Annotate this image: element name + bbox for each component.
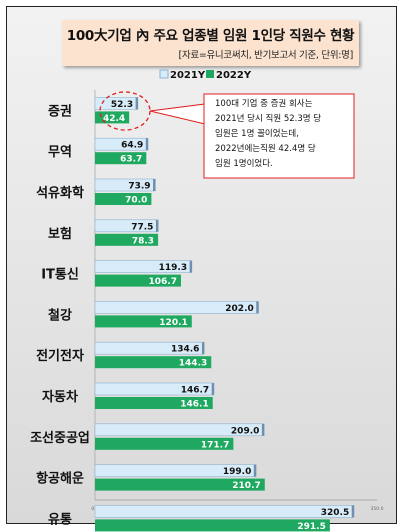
bar-2022	[95, 274, 181, 287]
bar-2021	[94, 505, 354, 518]
data-label-2021: 119.3	[159, 263, 187, 273]
bar-2021-end	[351, 505, 355, 518]
category-label: 보험	[48, 226, 72, 242]
chart-frame	[6, 6, 397, 524]
bar-2021-end	[256, 301, 259, 314]
data-label-2022: 106.7	[149, 277, 177, 287]
data-label-2021: 320.5	[321, 508, 349, 518]
data-label-2022: 42.4	[103, 114, 125, 124]
bar-2021-end	[261, 423, 265, 436]
bar-2022	[95, 152, 147, 165]
data-label-2022: 144.3	[179, 359, 207, 369]
bar-2021-end	[189, 260, 193, 273]
title-box: 100大기업 內 주요 업종별 임원 1인당 직원수 현황 [자료=유니코써치,…	[62, 20, 359, 66]
bar-2022	[95, 478, 265, 491]
bar-2022	[95, 437, 234, 450]
data-label-2022: 171.7	[201, 440, 229, 450]
bar-2021-end	[155, 219, 159, 232]
data-label-2021: 64.9	[121, 141, 143, 151]
data-label-2021: 134.6	[171, 345, 199, 355]
callout-line: 2022년에는직원 42.4명 당	[215, 143, 316, 154]
data-label-2022: 146.1	[180, 400, 208, 410]
category-label: 유통	[48, 512, 72, 527]
legend-swatch-2021	[159, 69, 169, 79]
bar-2022	[95, 315, 192, 328]
data-label-2022: 120.1	[159, 318, 187, 328]
bar-2021-end	[145, 138, 149, 151]
chart-title: 100大기업 內 주요 업종별 임원 1인당 직원수 현황	[66, 28, 355, 44]
callout-pointer	[149, 103, 206, 125]
data-label-2021: 77.5	[131, 222, 153, 232]
legend-swatch-2022	[206, 70, 214, 78]
callout-line: 2021년 당시 직원 52.3명 당	[215, 113, 321, 124]
x-tick-label: 350.0	[371, 506, 384, 512]
data-label-2022: 78.3	[132, 236, 154, 246]
chart-subtitle: [자료=유니코써치, 반기보고서 기준, 단위:명]	[178, 50, 354, 61]
callout-joint	[205, 104, 207, 124]
category-label: 항공해운	[36, 471, 84, 487]
data-label-2022: 63.7	[120, 155, 142, 165]
data-label-2022: 210.7	[232, 481, 260, 491]
category-label: 석유화학	[36, 185, 84, 201]
category-label: 무역	[48, 144, 72, 160]
category-label: 철강	[48, 307, 72, 323]
category-label: 조선중공업	[30, 430, 90, 446]
legend-label-2022: 2022Y	[216, 70, 252, 81]
bar-2021-end	[253, 464, 257, 477]
data-label-2021: 146.7	[181, 386, 209, 396]
bar-2021-end	[211, 383, 215, 395]
bar-2022	[95, 519, 330, 532]
callout-line: 임원 1명이었다.	[215, 158, 273, 169]
data-label-2021: 199.0	[223, 467, 251, 477]
bar-2022	[95, 233, 159, 246]
data-label-2021: 73.9	[128, 182, 150, 192]
category-label: 증권	[48, 104, 72, 119]
bar-2021-end	[153, 179, 156, 191]
callout-box	[203, 93, 355, 179]
category-label: 자동차	[42, 389, 78, 405]
category-label: 전기전자	[36, 348, 84, 364]
category-label: IT통신	[41, 268, 79, 283]
callout-line: 100대 기업 중 증권 회사는	[215, 98, 313, 109]
legend-label-2021: 2021Y	[170, 70, 206, 81]
bar-2022	[95, 356, 212, 369]
data-label-2022: 291.5	[297, 522, 325, 532]
data-label-2021: 202.0	[225, 304, 253, 314]
data-label-2021: 209.0	[231, 426, 259, 436]
bar-2021-end	[201, 342, 205, 355]
bar-2022	[95, 397, 213, 409]
callout-line: 임원은 1명 꼴이었는데,	[215, 128, 299, 139]
bar-2022	[95, 193, 152, 205]
bar-2021-end	[135, 97, 139, 110]
data-label-2021: 52.3	[111, 100, 133, 110]
data-label-2022: 70.0	[125, 196, 147, 206]
